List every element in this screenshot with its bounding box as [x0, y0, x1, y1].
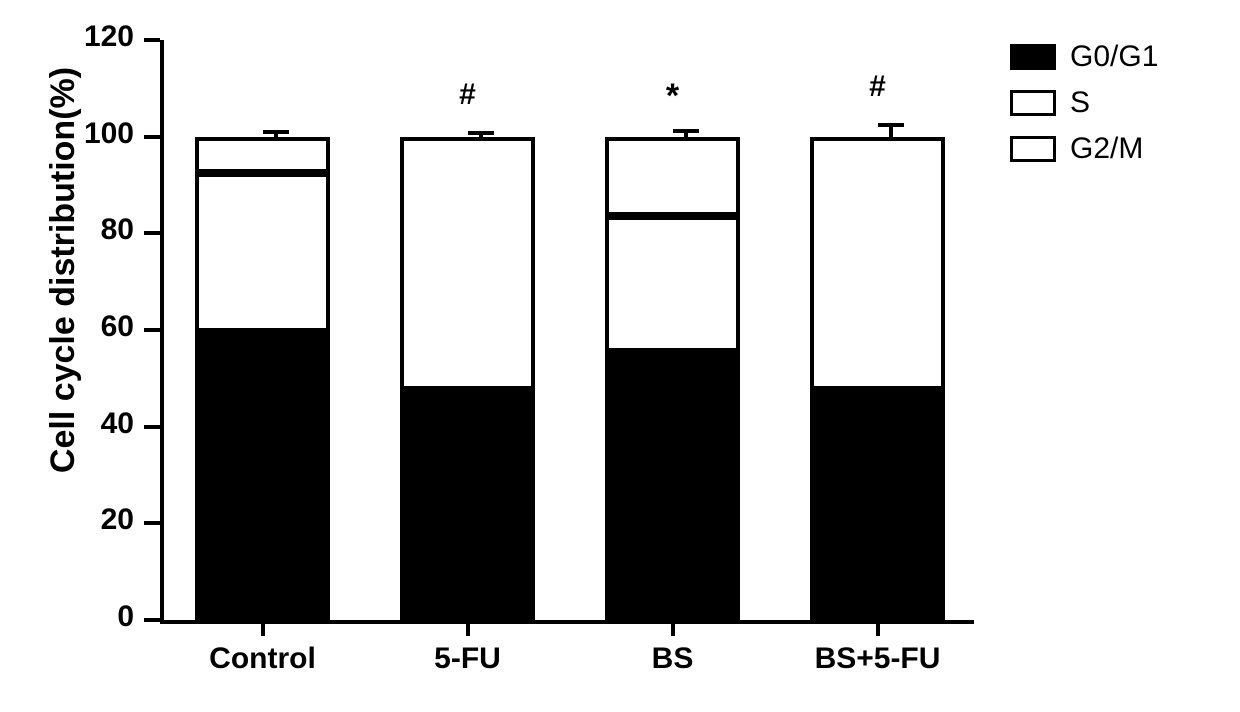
error-bar-cap: [263, 130, 289, 134]
y-tick: [144, 231, 160, 235]
legend-swatch: [1010, 136, 1056, 162]
legend-swatch: [1010, 90, 1056, 116]
y-tick: [144, 425, 160, 429]
y-tick: [144, 38, 160, 42]
y-tick: [144, 618, 160, 622]
error-bar-cap: [468, 131, 494, 135]
bar-seg-G0G1: [605, 352, 740, 620]
significance-annotation: #: [438, 78, 498, 112]
chart-canvas: G0/G1SG2/M 020406080100120Cell cycle dis…: [0, 0, 1240, 712]
bar-seg-S: [810, 137, 945, 391]
bar-seg-S: [605, 216, 740, 351]
significance-annotation: #: [848, 70, 908, 104]
y-tick-label: 0: [64, 600, 134, 634]
x-tick: [671, 620, 675, 636]
legend-item: S: [1010, 86, 1158, 120]
legend-label: S: [1070, 86, 1090, 120]
x-tick: [876, 620, 880, 636]
y-tick: [144, 135, 160, 139]
y-tick: [144, 328, 160, 332]
bar-seg-G0G1: [400, 390, 535, 620]
legend-label: G2/M: [1070, 132, 1143, 166]
bar-seg-S: [195, 173, 330, 333]
bar-seg-G0G1: [810, 390, 945, 620]
y-tick: [144, 521, 160, 525]
y-axis-title: Cell cycle distribution(%): [44, 0, 83, 560]
x-tick-label: BS+5-FU: [788, 642, 968, 676]
legend-item: G0/G1: [1010, 40, 1158, 74]
significance-annotation: *: [643, 77, 703, 116]
x-tick-label: Control: [173, 642, 353, 676]
x-axis: [160, 620, 974, 624]
bar-seg-G2M: [195, 137, 330, 173]
error-bar-cap: [878, 123, 904, 127]
bar-seg-G2M: [605, 137, 740, 217]
bar-seg-S: [400, 137, 535, 391]
error-bar-cap: [673, 129, 699, 133]
bar-seg-G0G1: [195, 332, 330, 620]
x-tick-label: BS: [583, 642, 763, 676]
legend: G0/G1 S G2/M: [1010, 40, 1158, 178]
x-tick-label: 5-FU: [378, 642, 558, 676]
legend-label: G0/G1: [1070, 40, 1158, 74]
legend-item: G2/M: [1010, 132, 1158, 166]
y-axis: [160, 40, 164, 624]
legend-swatch: [1010, 44, 1056, 70]
x-tick: [261, 620, 265, 636]
x-tick: [466, 620, 470, 636]
